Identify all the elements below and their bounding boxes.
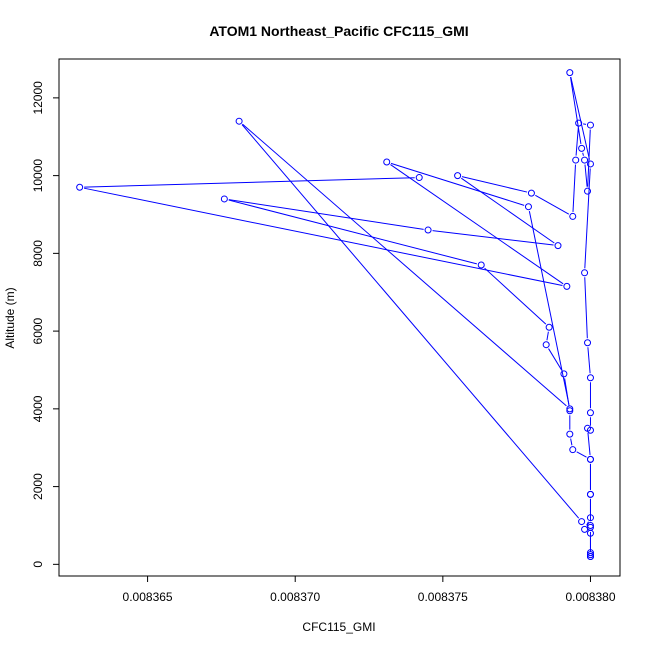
series-1-point bbox=[584, 424, 592, 432]
series-1-point bbox=[586, 521, 594, 529]
x-axis-label: CFC115_GMI bbox=[302, 620, 375, 634]
y-tick-label: 6000 bbox=[31, 317, 45, 344]
series-1-point bbox=[572, 156, 580, 164]
series-1-point bbox=[586, 549, 594, 557]
series-1-segment bbox=[535, 194, 570, 215]
x-tick-label: 0.008365 bbox=[123, 590, 173, 604]
series-1-point bbox=[575, 119, 583, 127]
series-1-point bbox=[554, 242, 562, 250]
series-2-point bbox=[383, 158, 391, 166]
series-1-point bbox=[566, 430, 574, 438]
series-2-point bbox=[415, 174, 423, 182]
series-1-segment bbox=[584, 277, 588, 339]
y-tick-label: 12000 bbox=[31, 81, 45, 115]
y-tick-label: 10000 bbox=[31, 159, 45, 193]
x-tick-label: 0.008380 bbox=[565, 590, 615, 604]
series-1-point bbox=[581, 269, 589, 277]
series-1-point bbox=[586, 551, 594, 559]
series-2-segment bbox=[84, 177, 415, 188]
series-1-point bbox=[454, 172, 462, 180]
series-1-point bbox=[584, 187, 592, 195]
series-1-point bbox=[578, 144, 586, 152]
series-1-segment bbox=[587, 432, 591, 455]
plot-area bbox=[58, 58, 621, 577]
y-axis-label: Altitude (m) bbox=[3, 287, 17, 348]
series-1-segment bbox=[570, 438, 573, 446]
series-1-segment bbox=[586, 521, 589, 526]
series-2-point bbox=[563, 282, 571, 290]
series-1-point bbox=[424, 226, 432, 234]
series-1-point bbox=[586, 409, 594, 417]
series-1-point bbox=[569, 212, 577, 220]
series-1-point bbox=[586, 455, 594, 463]
x-axis: 0.008365 0.008370 0.008375 0.008380 bbox=[123, 576, 616, 604]
y-axis: 0 2000 4000 6000 8000 10000 12000 bbox=[31, 81, 59, 568]
series-1-point bbox=[586, 374, 594, 382]
series-1-point bbox=[477, 261, 485, 269]
series-1-segment bbox=[228, 199, 477, 265]
series-2-segment bbox=[390, 162, 525, 206]
series-1-point bbox=[566, 69, 574, 77]
series-1-segment bbox=[546, 331, 549, 341]
series-1-segment bbox=[587, 347, 591, 374]
series-1-segment bbox=[584, 168, 591, 269]
series-2-segment bbox=[83, 187, 563, 286]
series-2-point bbox=[566, 405, 574, 413]
series-1-point bbox=[586, 121, 594, 129]
series-1-point bbox=[545, 323, 553, 331]
series-2-point bbox=[524, 203, 532, 211]
series-1-point bbox=[581, 525, 589, 533]
series-1-point bbox=[586, 490, 594, 498]
series-1-segment bbox=[576, 451, 587, 458]
series-2-segment bbox=[241, 124, 580, 519]
series-2-segment bbox=[390, 164, 564, 285]
x-tick-label: 0.008375 bbox=[418, 590, 468, 604]
series-1-point bbox=[220, 195, 228, 203]
series-1-point bbox=[542, 341, 550, 349]
y-tick-label: 8000 bbox=[31, 240, 45, 267]
series-1-point bbox=[566, 407, 574, 415]
series-1-segment bbox=[484, 267, 547, 325]
series-1-point bbox=[569, 446, 577, 454]
series-1-segment bbox=[584, 164, 588, 187]
y-tick-label: 2000 bbox=[31, 473, 45, 500]
series-layer bbox=[76, 69, 594, 561]
series-1-point bbox=[586, 514, 594, 522]
y-tick-label: 0 bbox=[31, 561, 45, 568]
series-1-segment bbox=[432, 230, 554, 246]
series-1-point bbox=[584, 339, 592, 347]
series-1-segment bbox=[548, 348, 562, 371]
series-1-segment bbox=[572, 164, 576, 212]
series-2-segment bbox=[528, 211, 570, 405]
series-1-point bbox=[586, 553, 594, 561]
series-1-segment bbox=[461, 176, 528, 193]
series-1-segment bbox=[461, 177, 555, 244]
series-1-point bbox=[586, 523, 594, 531]
chart-title: ATOM1 Northeast_Pacific CFC115_GMI bbox=[209, 23, 468, 39]
series-2-point bbox=[76, 183, 84, 191]
series-2-segment bbox=[242, 123, 567, 407]
x-tick-label: 0.008370 bbox=[270, 590, 320, 604]
series-2-point bbox=[235, 117, 243, 125]
series-1-point bbox=[581, 156, 589, 164]
series-1-segment bbox=[570, 76, 582, 145]
series-1-segment bbox=[570, 76, 590, 160]
series-1-point bbox=[586, 160, 594, 168]
series-1-point bbox=[560, 370, 568, 378]
y-tick-label: 4000 bbox=[31, 395, 45, 422]
series-1-segment bbox=[582, 152, 584, 156]
series-1-point bbox=[527, 189, 535, 197]
series-2-point bbox=[578, 518, 586, 526]
series-1-segment bbox=[228, 199, 424, 230]
series-1-segment bbox=[575, 127, 579, 156]
